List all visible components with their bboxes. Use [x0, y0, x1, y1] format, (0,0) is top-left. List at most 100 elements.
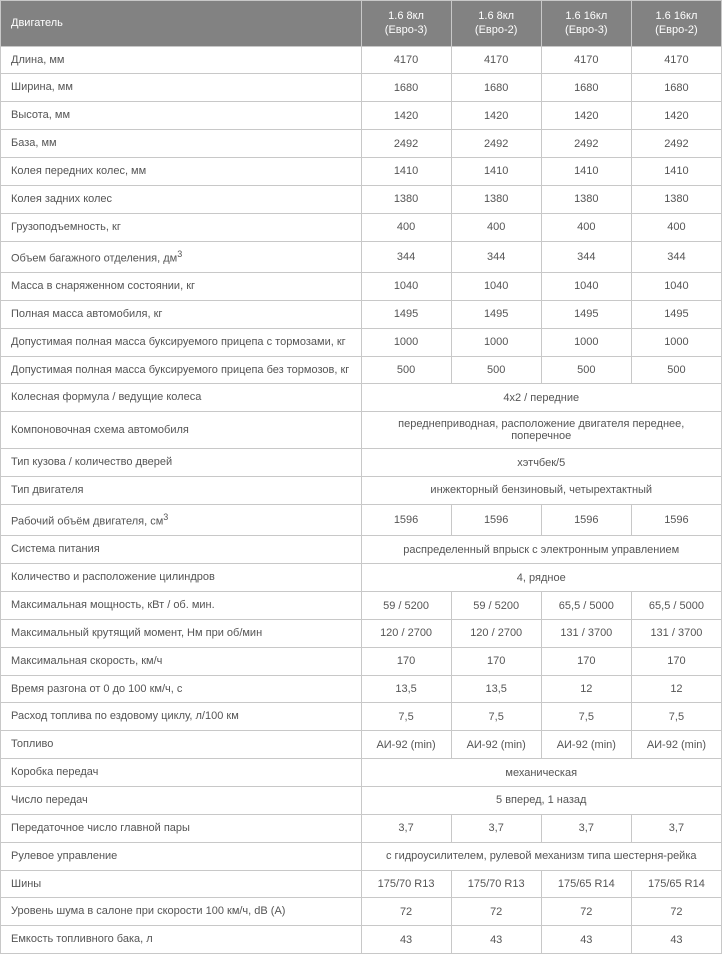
table-header: Двигатель 1.6 8кл (Евро-3) 1.6 8кл (Евро… [1, 1, 722, 47]
merged-value: распределенный впрыск с электронным упра… [361, 536, 722, 564]
param-label: Количество и расположение цилиндров [1, 564, 362, 592]
cell-value: АИ-92 (min) [541, 731, 631, 759]
cell-value: 1000 [451, 328, 541, 356]
table-row: Количество и расположение цилиндров4, ря… [1, 564, 722, 592]
table-row: Максимальный крутящий момент, Нм при об/… [1, 619, 722, 647]
cell-value: 3,7 [451, 814, 541, 842]
cell-value: 400 [361, 213, 451, 241]
table-row: Грузоподъемность, кг400400400400 [1, 213, 722, 241]
merged-value: механическая [361, 759, 722, 787]
param-label: Тип двигателя [1, 477, 362, 505]
merged-value: 4x2 / передние [361, 384, 722, 412]
cell-value: 1420 [361, 102, 451, 130]
cell-value: 1495 [451, 300, 541, 328]
param-label: Рабочий объём двигателя, см3 [1, 504, 362, 536]
cell-value: 43 [451, 926, 541, 954]
param-label: Максимальный крутящий момент, Нм при об/… [1, 619, 362, 647]
merged-value: инжекторный бензиновый, четырехтактный [361, 477, 722, 505]
header-col-0: 1.6 8кл (Евро-3) [361, 1, 451, 47]
header-col-1-line1: 1.6 8кл [478, 10, 514, 22]
table-row: Компоновочная схема автомобиляпереднепри… [1, 412, 722, 449]
param-label: Колея передних колес, мм [1, 157, 362, 185]
cell-value: 72 [451, 898, 541, 926]
cell-value: АИ-92 (min) [451, 731, 541, 759]
cell-value: 1596 [361, 504, 451, 536]
cell-value: 1380 [541, 185, 631, 213]
cell-value: 12 [631, 675, 721, 703]
cell-value: 65,5 / 5000 [631, 592, 721, 620]
cell-value: 3,7 [541, 814, 631, 842]
param-label: Масса в снаряженном состоянии, кг [1, 273, 362, 301]
cell-value: 175/65 R14 [631, 870, 721, 898]
merged-value: 5 вперед, 1 назад [361, 787, 722, 815]
cell-value: 43 [631, 926, 721, 954]
cell-value: 13,5 [361, 675, 451, 703]
header-param: Двигатель [1, 1, 362, 47]
table-row: Число передач5 вперед, 1 назад [1, 787, 722, 815]
param-label: Расход топлива по ездовому циклу, л/100 … [1, 703, 362, 731]
cell-value: 120 / 2700 [361, 619, 451, 647]
table-row: Ширина, мм1680168016801680 [1, 74, 722, 102]
merged-value: с гидроусилителем, рулевой механизм типа… [361, 842, 722, 870]
spec-table: Двигатель 1.6 8кл (Евро-3) 1.6 8кл (Евро… [0, 0, 722, 954]
cell-value: 400 [541, 213, 631, 241]
cell-value: 1040 [541, 273, 631, 301]
table-row: Длина, мм4170417041704170 [1, 46, 722, 74]
merged-value: 4, рядное [361, 564, 722, 592]
cell-value: 43 [361, 926, 451, 954]
cell-value: 2492 [361, 130, 451, 158]
param-label: Рулевое управление [1, 842, 362, 870]
cell-value: 4170 [541, 46, 631, 74]
table-row: Масса в снаряженном состоянии, кг1040104… [1, 273, 722, 301]
cell-value: 1596 [631, 504, 721, 536]
cell-value: 170 [541, 647, 631, 675]
table-row: Тип двигателяинжекторный бензиновый, чет… [1, 477, 722, 505]
param-label: Число передач [1, 787, 362, 815]
cell-value: 7,5 [541, 703, 631, 731]
cell-value: 4170 [631, 46, 721, 74]
cell-value: 72 [631, 898, 721, 926]
cell-value: 1680 [361, 74, 451, 102]
header-col-2: 1.6 16кл (Евро-3) [541, 1, 631, 47]
cell-value: 344 [451, 241, 541, 273]
cell-value: 175/65 R14 [541, 870, 631, 898]
table-row: Колесная формула / ведущие колеса4x2 / п… [1, 384, 722, 412]
cell-value: 1410 [541, 157, 631, 185]
cell-value: 65,5 / 5000 [541, 592, 631, 620]
table-row: Колея передних колес, мм1410141014101410 [1, 157, 722, 185]
param-label: Время разгона от 0 до 100 км/ч, с [1, 675, 362, 703]
table-row: Рабочий объём двигателя, см3159615961596… [1, 504, 722, 536]
header-col-3-line1: 1.6 16кл [655, 10, 697, 22]
table-row: Коробка передачмеханическая [1, 759, 722, 787]
merged-value: хэтчбек/5 [361, 449, 722, 477]
table-row: Расход топлива по ездовому циклу, л/100 … [1, 703, 722, 731]
table-row: Максимальная мощность, кВт / об. мин.59 … [1, 592, 722, 620]
cell-value: 4170 [451, 46, 541, 74]
cell-value: 175/70 R13 [361, 870, 451, 898]
param-label: Максимальная мощность, кВт / об. мин. [1, 592, 362, 620]
param-label: Высота, мм [1, 102, 362, 130]
cell-value: 1410 [361, 157, 451, 185]
cell-value: 1596 [451, 504, 541, 536]
cell-value: 500 [541, 356, 631, 384]
table-row: Передаточное число главной пары3,73,73,7… [1, 814, 722, 842]
cell-value: 2492 [541, 130, 631, 158]
param-label: Максимальная скорость, км/ч [1, 647, 362, 675]
cell-value: 72 [361, 898, 451, 926]
cell-value: 1680 [451, 74, 541, 102]
header-col-2-line1: 1.6 16кл [565, 10, 607, 22]
table-row: Допустимая полная масса буксируемого при… [1, 328, 722, 356]
header-col-0-line1: 1.6 8кл [388, 10, 424, 22]
table-row: Объем багажного отделения, дм33443443443… [1, 241, 722, 273]
cell-value: 7,5 [451, 703, 541, 731]
param-label: Передаточное число главной пары [1, 814, 362, 842]
cell-value: 1040 [361, 273, 451, 301]
param-label: Уровень шума в салоне при скорости 100 к… [1, 898, 362, 926]
table-body: Длина, мм4170417041704170Ширина, мм16801… [1, 46, 722, 953]
table-row: Емкость топливного бака, л43434343 [1, 926, 722, 954]
cell-value: 175/70 R13 [451, 870, 541, 898]
param-label: Система питания [1, 536, 362, 564]
merged-value: переднеприводная, расположение двигателя… [361, 412, 722, 449]
cell-value: 1000 [361, 328, 451, 356]
table-row: Допустимая полная масса буксируемого при… [1, 356, 722, 384]
